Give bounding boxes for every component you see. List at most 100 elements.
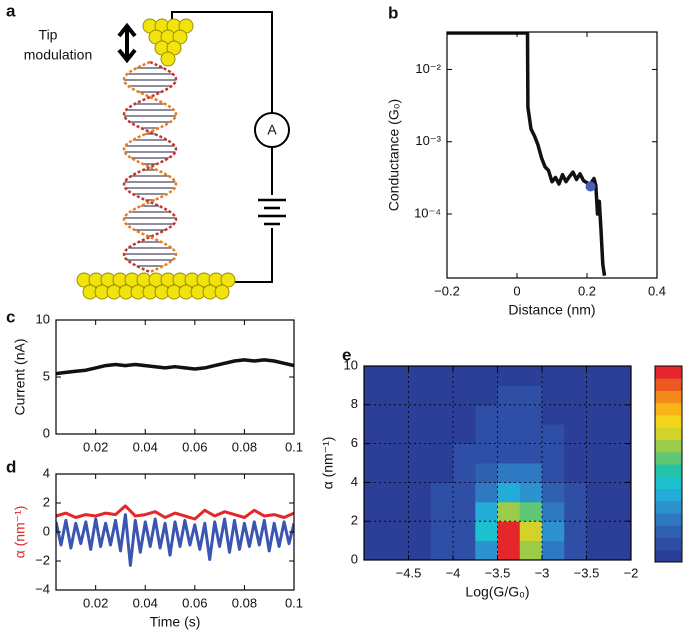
heatmap-cell — [519, 443, 543, 464]
data-line — [56, 358, 294, 376]
heatmap-cell — [453, 482, 476, 503]
heatmap-cell — [364, 482, 387, 503]
heatmap-cell — [564, 540, 587, 560]
heatmap-cell — [542, 366, 565, 386]
plot-area — [56, 358, 294, 376]
colorbar-swatch — [655, 390, 682, 404]
heatmap-cell — [497, 366, 521, 386]
colorbar-swatch — [655, 476, 682, 489]
heatmap-cell — [475, 540, 498, 560]
heatmap-cell — [519, 463, 543, 483]
data-line — [56, 504, 294, 521]
gold-atom — [214, 284, 230, 300]
heatmap-cell — [586, 443, 610, 464]
heatmap-cell — [542, 521, 565, 542]
y-tick-label: 8 — [351, 396, 358, 411]
panel-label: a — [6, 1, 16, 20]
x-tick-label: −2 — [624, 565, 639, 580]
heatmap-cell — [430, 424, 454, 445]
y-tick-label: 2 — [351, 513, 358, 528]
heatmap-cell — [475, 443, 498, 464]
heatmap-cell — [564, 482, 587, 503]
x-tick-label: 0.06 — [182, 439, 207, 454]
colorbar-swatch — [655, 415, 682, 428]
plot-area — [364, 366, 631, 560]
x-tick-label: 0.4 — [648, 283, 666, 298]
heatmap-cell — [408, 404, 432, 425]
y-tick-label: −2 — [35, 552, 50, 567]
y-tick-label: 4 — [43, 465, 50, 480]
data-line — [56, 513, 294, 567]
heatmap-cell — [564, 521, 587, 542]
x-tick-label: −3.5 — [485, 565, 511, 580]
heatmap-cell — [386, 404, 409, 425]
x-tick-label: 0.1 — [285, 439, 303, 454]
heatmap-cell — [519, 366, 543, 386]
axes-frame — [446, 31, 658, 279]
heatmap-cell — [430, 463, 454, 483]
heatmap-cell — [519, 404, 543, 425]
heatmap-cell — [519, 540, 543, 560]
heatmap-cell — [386, 521, 409, 542]
colorbar-swatch — [655, 549, 682, 563]
colorbar-swatch — [655, 488, 682, 502]
y-axis-label: Current (nA) — [12, 338, 28, 415]
panel-label: b — [388, 3, 398, 22]
colorbar-swatch — [655, 402, 682, 416]
plot-area — [447, 32, 607, 276]
heatmap-cell — [430, 404, 454, 425]
heatmap-cell — [586, 366, 610, 386]
highlight-point — [585, 181, 596, 192]
x-tick-label: 0.04 — [133, 595, 158, 610]
heatmap-cell — [386, 385, 409, 406]
panel-label: d — [6, 457, 16, 476]
heatmap-cell — [408, 443, 432, 464]
heatmap-cell — [475, 482, 498, 503]
colorbar-swatch — [655, 366, 682, 379]
heatmap-cell — [364, 501, 387, 522]
heatmap-cell — [475, 366, 498, 386]
heatmap-cell — [497, 404, 521, 425]
heatmap-cell — [608, 443, 631, 464]
wire — [171, 11, 273, 283]
heatmap-cell — [364, 404, 387, 425]
heatmap-cell — [408, 385, 432, 406]
heatmap-cell — [608, 366, 631, 386]
heatmap-cell — [453, 443, 476, 464]
ammeter — [254, 112, 290, 148]
heatmap-cell — [542, 385, 565, 406]
heatmap-cell — [430, 501, 454, 522]
y-tick-label: 10 — [36, 311, 50, 326]
colorbar-swatch — [655, 451, 682, 465]
heatmap-cell — [608, 482, 631, 503]
colorbar-swatch — [655, 378, 682, 391]
heatmap-cell — [608, 521, 631, 542]
heatmap-cell — [519, 482, 543, 503]
colorbar-swatch — [655, 513, 682, 526]
colorbar-swatch — [655, 464, 682, 477]
heatmap-cell — [408, 482, 432, 503]
x-tick-label: −4 — [446, 565, 461, 580]
heatmap-cell — [408, 366, 432, 386]
x-tick-label: −0.2 — [434, 283, 460, 298]
colorbar-swatch — [655, 427, 682, 440]
heatmap-cell — [364, 463, 387, 483]
heatmap-cell — [475, 463, 498, 483]
y-tick-label: 0 — [43, 425, 50, 440]
x-tick-label: −3.5 — [574, 565, 600, 580]
plot-area — [56, 504, 294, 567]
heatmap-cell — [586, 482, 610, 503]
heatmap-cell — [497, 443, 521, 464]
heatmap-cell — [519, 521, 543, 542]
heatmap-cell — [386, 366, 409, 386]
electrodes — [76, 18, 236, 300]
dna-strand — [122, 60, 178, 274]
heatmap-cell — [453, 463, 476, 483]
heatmap-cell — [364, 540, 387, 560]
y-tick-label: 6 — [351, 435, 358, 450]
heatmap-cell — [453, 521, 476, 542]
heatmap-cell — [542, 540, 565, 560]
heatmap-cell — [475, 424, 498, 445]
ammeter-label: A — [267, 122, 277, 138]
